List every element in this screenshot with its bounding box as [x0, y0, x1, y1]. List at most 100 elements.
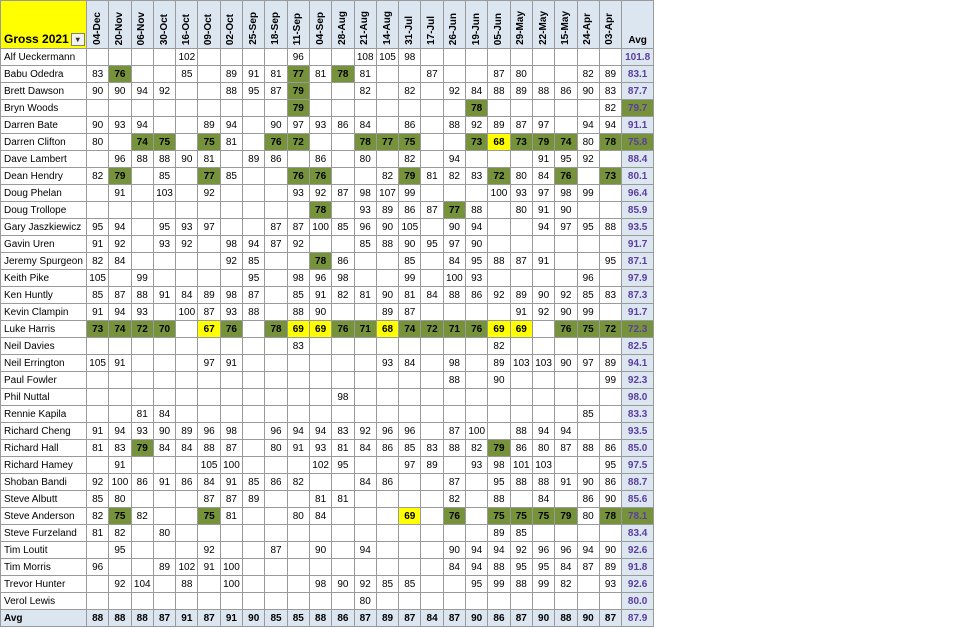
score-cell[interactable]	[375, 65, 400, 83]
score-cell[interactable]	[375, 269, 400, 287]
score-cell[interactable]: 86	[509, 439, 533, 457]
score-cell[interactable]: 94	[286, 422, 310, 440]
score-cell[interactable]: 94	[576, 116, 600, 134]
player-average[interactable]: 88.4	[621, 150, 655, 168]
score-cell[interactable]	[531, 388, 556, 406]
score-cell[interactable]: 89	[509, 82, 533, 100]
score-cell[interactable]	[264, 558, 288, 576]
date-average-cell[interactable]: 88	[85, 609, 110, 627]
score-cell[interactable]	[465, 184, 489, 202]
score-cell[interactable]: 80	[576, 133, 600, 151]
score-cell[interactable]	[531, 371, 556, 389]
date-average-cell[interactable]: 87	[353, 609, 377, 627]
score-cell[interactable]: 95	[487, 473, 511, 491]
date-header[interactable]: 04-Sep	[308, 0, 333, 49]
player-name[interactable]: Richard Hall	[0, 439, 87, 457]
score-cell[interactable]: 98	[487, 456, 511, 474]
score-cell[interactable]	[264, 592, 288, 610]
score-cell[interactable]: 93	[375, 354, 400, 372]
score-cell[interactable]: 89	[375, 201, 400, 219]
score-cell[interactable]	[175, 133, 199, 151]
score-cell[interactable]: 90	[264, 116, 288, 134]
score-cell[interactable]: 90	[85, 116, 110, 134]
score-cell[interactable]	[375, 507, 400, 525]
score-cell[interactable]	[487, 99, 511, 117]
date-average-cell[interactable]: 87	[598, 609, 623, 627]
score-cell[interactable]: 76	[219, 320, 244, 338]
player-name[interactable]: Neil Errington	[0, 354, 87, 372]
score-cell[interactable]	[554, 388, 578, 406]
score-cell[interactable]: 74	[554, 133, 578, 151]
score-cell[interactable]: 81	[331, 439, 355, 457]
score-cell[interactable]	[242, 405, 266, 423]
score-cell[interactable]	[152, 201, 177, 219]
score-cell[interactable]	[398, 388, 422, 406]
score-cell[interactable]: 92	[219, 252, 244, 270]
score-cell[interactable]: 88	[286, 303, 310, 321]
score-cell[interactable]: 90	[531, 286, 556, 304]
score-cell[interactable]	[398, 490, 422, 508]
score-cell[interactable]: 73	[509, 133, 533, 151]
score-cell[interactable]: 108	[353, 48, 377, 66]
score-cell[interactable]: 89	[197, 116, 221, 134]
score-cell[interactable]: 89	[487, 524, 511, 542]
score-cell[interactable]: 81	[219, 133, 244, 151]
score-cell[interactable]	[598, 592, 623, 610]
score-cell[interactable]: 85	[576, 286, 600, 304]
score-cell[interactable]: 90	[598, 541, 623, 559]
score-cell[interactable]	[576, 524, 600, 542]
score-cell[interactable]	[598, 388, 623, 406]
score-cell[interactable]	[175, 99, 199, 117]
date-average-cell[interactable]: 85	[286, 609, 310, 627]
score-cell[interactable]: 88	[598, 218, 623, 236]
player-name[interactable]: Richard Cheng	[0, 422, 87, 440]
score-cell[interactable]: 75	[509, 507, 533, 525]
score-cell[interactable]: 90	[442, 541, 467, 559]
score-cell[interactable]: 87	[219, 439, 244, 457]
score-cell[interactable]	[398, 524, 422, 542]
date-average-cell[interactable]: 87	[398, 609, 422, 627]
score-cell[interactable]	[242, 354, 266, 372]
score-cell[interactable]	[487, 150, 511, 168]
score-cell[interactable]: 99	[398, 269, 422, 287]
player-average[interactable]: 92.6	[621, 541, 655, 559]
score-cell[interactable]: 94	[108, 422, 132, 440]
player-average[interactable]: 97.9	[621, 269, 655, 287]
score-cell[interactable]: 92	[487, 286, 511, 304]
score-cell[interactable]	[286, 558, 310, 576]
score-cell[interactable]: 81	[197, 150, 221, 168]
score-cell[interactable]	[242, 116, 266, 134]
score-cell[interactable]: 91	[85, 303, 110, 321]
score-cell[interactable]	[175, 201, 199, 219]
score-cell[interactable]: 91	[108, 456, 132, 474]
score-cell[interactable]: 102	[308, 456, 333, 474]
score-cell[interactable]	[175, 490, 199, 508]
score-cell[interactable]: 94	[531, 218, 556, 236]
score-cell[interactable]	[108, 269, 132, 287]
score-cell[interactable]	[130, 48, 154, 66]
score-cell[interactable]	[219, 184, 244, 202]
score-cell[interactable]: 79	[554, 507, 578, 525]
score-cell[interactable]: 97	[442, 235, 467, 253]
score-cell[interactable]	[286, 252, 310, 270]
score-cell[interactable]	[308, 235, 333, 253]
score-cell[interactable]	[286, 405, 310, 423]
score-cell[interactable]: 82	[398, 82, 422, 100]
date-average-cell[interactable]: 90	[531, 609, 556, 627]
score-cell[interactable]	[487, 235, 511, 253]
score-cell[interactable]: 103	[531, 354, 556, 372]
score-cell[interactable]	[286, 541, 310, 559]
player-average[interactable]: 93.5	[621, 422, 655, 440]
score-cell[interactable]	[465, 524, 489, 542]
score-cell[interactable]: 94	[554, 422, 578, 440]
score-cell[interactable]: 98	[353, 184, 377, 202]
score-cell[interactable]	[264, 201, 288, 219]
score-cell[interactable]	[242, 388, 266, 406]
score-cell[interactable]	[242, 133, 266, 151]
player-name[interactable]: Trevor Hunter	[0, 575, 87, 593]
score-cell[interactable]: 100	[487, 184, 511, 202]
score-cell[interactable]	[264, 507, 288, 525]
score-cell[interactable]: 93	[509, 184, 533, 202]
score-cell[interactable]	[108, 388, 132, 406]
score-cell[interactable]: 86	[554, 82, 578, 100]
